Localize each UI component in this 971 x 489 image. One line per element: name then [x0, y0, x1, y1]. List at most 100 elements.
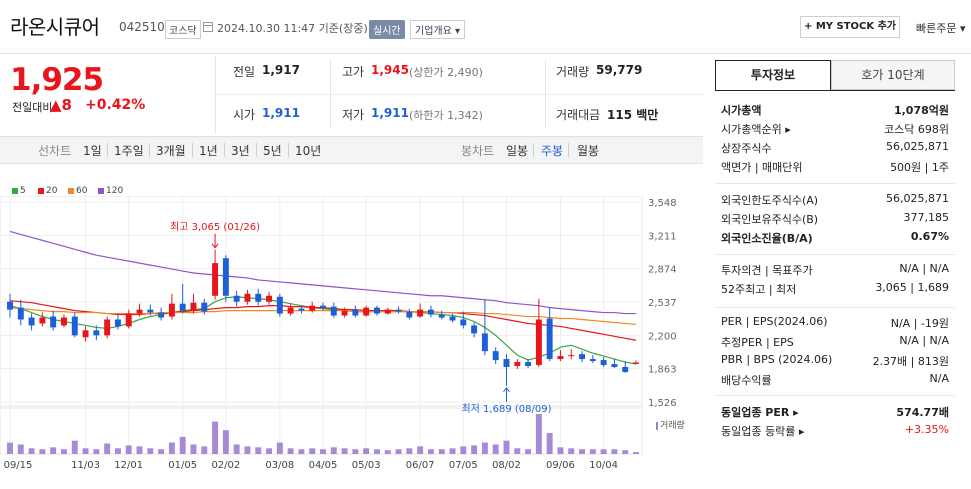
- as-of-timestamp: 2024.10.30 11:47 기준(장중): [217, 22, 368, 35]
- candle-body: [222, 258, 229, 296]
- info-value: N/A | N/A: [899, 262, 949, 275]
- volume-bar: [384, 450, 391, 454]
- tab-3y[interactable]: 3년: [231, 144, 250, 158]
- volume-bar: [244, 446, 251, 454]
- volume-bar: [287, 448, 294, 454]
- tab-10y[interactable]: 10년: [295, 144, 322, 158]
- candle-body: [320, 305, 326, 308]
- candle-body: [233, 295, 240, 302]
- x-tick-label: 01/05: [168, 460, 197, 471]
- info-value: 377,185: [903, 211, 950, 224]
- divider: [215, 56, 216, 134]
- price-chart[interactable]: 3,548 3,211 2,874 2,537 2,200 1,863 1,526 09/1…: [0, 196, 703, 489]
- tab-3m[interactable]: 3개월: [156, 144, 186, 158]
- info-value: +3.35%: [904, 423, 949, 436]
- volume-bar: [503, 440, 510, 454]
- ma-120-line: [9, 230, 636, 315]
- candle-body: [395, 309, 402, 312]
- candle-body: [17, 307, 24, 320]
- line-chart-label: 선차트: [38, 144, 72, 158]
- volume-bar: [546, 433, 553, 454]
- open-value: 1,911: [262, 106, 300, 120]
- volume-bar: [427, 449, 434, 454]
- tab-monthly[interactable]: 월봉: [577, 144, 600, 158]
- legend-ma5: 5: [12, 186, 26, 196]
- trade-value: 115 백만: [607, 108, 659, 122]
- tab-1d[interactable]: 1일: [83, 144, 102, 158]
- volume-bar: [589, 449, 596, 454]
- lower-limit: (하한가 1,342): [409, 109, 483, 122]
- candle-body: [309, 305, 316, 311]
- candle-body: [579, 354, 586, 360]
- change-label: 전일대비: [12, 101, 53, 114]
- candle-body: [298, 308, 305, 311]
- info-row: 상장주식수 56,025,871: [721, 140, 949, 159]
- legend-ma60: 60: [68, 186, 87, 196]
- x-tick-label: 02/02: [211, 460, 240, 471]
- volume-bar: [341, 448, 348, 454]
- tab-1w[interactable]: 1주일: [114, 144, 144, 158]
- x-tick-label: 09/06: [546, 460, 575, 471]
- volume-bar: [438, 449, 445, 454]
- tab-1y[interactable]: 1년: [199, 144, 218, 158]
- tab-order-book[interactable]: 호가 10단계: [831, 60, 955, 90]
- tab-weekly[interactable]: 주봉: [541, 144, 564, 158]
- candle-body: [481, 333, 488, 352]
- y-tick-label: 2,874: [648, 265, 677, 276]
- volume-bar: [147, 448, 154, 454]
- volume-bar: [136, 446, 143, 454]
- right-tabs: 투자정보 호가 10단계: [715, 60, 955, 90]
- candle-body: [201, 302, 208, 312]
- info-key: 배당수익률: [721, 374, 772, 387]
- info-value: N/A | -19원: [890, 317, 949, 330]
- candle-body: [179, 303, 186, 311]
- divider: [224, 143, 225, 157]
- candle-body: [147, 309, 154, 313]
- x-tick-label: 06/07: [406, 460, 435, 471]
- chart-grid: [0, 196, 643, 455]
- candle-body: [503, 359, 510, 367]
- tab-daily[interactable]: 일봉: [506, 144, 529, 158]
- high-value: 1,945: [371, 63, 409, 77]
- candle-body: [104, 319, 111, 336]
- info-row: 동일업종 PER ▸ 574.77배: [721, 404, 949, 423]
- volume-bar: [525, 449, 532, 454]
- divider: [192, 143, 193, 157]
- ma-60-line: [9, 307, 637, 326]
- candle-body: [546, 318, 553, 360]
- company-info-dropdown[interactable]: 기업개요 ▾: [410, 20, 465, 39]
- volume-bar: [28, 448, 35, 454]
- divider: [215, 94, 703, 95]
- change-amount: ▲8: [50, 96, 72, 114]
- candle-body: [417, 309, 424, 317]
- candle-body: [471, 325, 478, 334]
- volume-bar: [568, 448, 575, 454]
- divider: [149, 143, 150, 157]
- candle-body: [568, 355, 575, 357]
- candle-body: [363, 307, 370, 316]
- x-tick-label: 11/03: [71, 460, 100, 471]
- candle-body: [82, 330, 89, 338]
- candle-body: [611, 364, 618, 367]
- volume-bar: [352, 449, 359, 454]
- volume-bar: [471, 445, 478, 454]
- tab-investment-info[interactable]: 투자정보: [715, 60, 831, 90]
- y-tick-label: 2,200: [648, 331, 677, 342]
- info-value: 3,065 | 1,689: [875, 281, 949, 294]
- volume-bar: [7, 442, 13, 454]
- quick-order-dropdown[interactable]: 빠른주문 ▾: [916, 22, 966, 35]
- add-mystock-button[interactable]: + MY STOCK 추가: [800, 16, 900, 38]
- tab-5y[interactable]: 5년: [263, 144, 282, 158]
- realtime-button[interactable]: 실시간: [369, 20, 405, 39]
- info-key: 외국인보유주식수(B): [721, 213, 819, 226]
- volume-bar: [82, 448, 89, 454]
- candle-body: [460, 319, 467, 326]
- candle-body: [168, 303, 175, 317]
- x-tick-label: 04/05: [309, 460, 338, 471]
- company-name: 라온시큐어: [10, 15, 100, 39]
- candle-body: [71, 316, 78, 336]
- calendar-icon: [203, 22, 213, 32]
- volume-bar: [492, 444, 499, 454]
- candle-body: [125, 313, 132, 327]
- candle-body: [28, 317, 35, 326]
